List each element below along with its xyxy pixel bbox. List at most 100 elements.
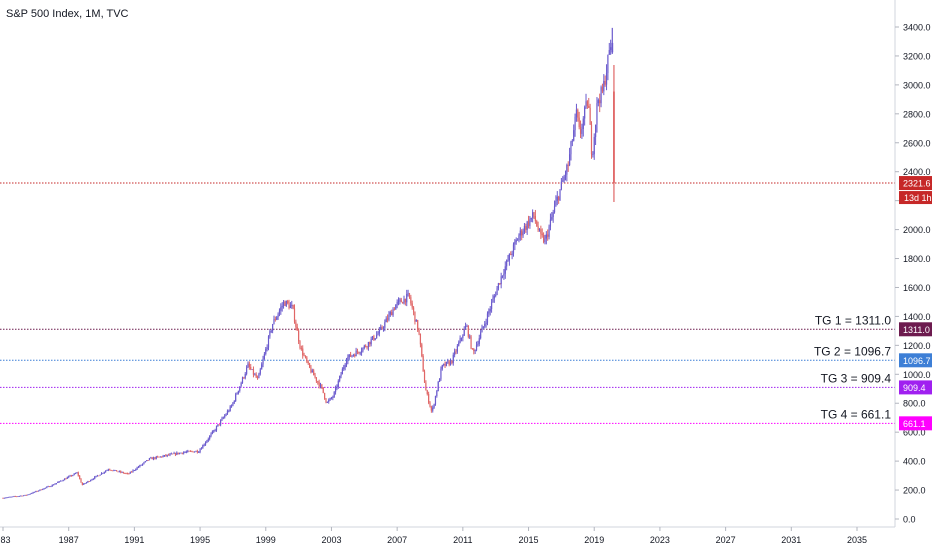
- candle-body: [299, 341, 301, 349]
- candle-body: [564, 174, 567, 177]
- candle-body: [195, 450, 197, 452]
- candle-body: [73, 473, 75, 476]
- countdown-tag-label: 13d 1h: [904, 193, 932, 203]
- y-tick-label: 3200.0: [903, 51, 931, 61]
- candle-body: [573, 130, 575, 141]
- candle-body: [158, 456, 160, 458]
- candle-body: [537, 226, 539, 231]
- candle-body: [351, 355, 353, 357]
- current-price-tag: [899, 176, 932, 191]
- level-price-tag-label: 1311.0: [903, 325, 930, 335]
- candle-body: [184, 452, 186, 453]
- candle-body: [332, 397, 334, 398]
- candle-body: [566, 164, 568, 175]
- candle-body: [183, 452, 185, 454]
- candle-body: [600, 87, 602, 104]
- y-tick-label: 0.0: [903, 515, 916, 525]
- candle-body: [608, 50, 610, 55]
- candle-body: [334, 387, 337, 393]
- candle-body: [96, 475, 99, 477]
- candle-body: [282, 301, 285, 306]
- candle-body: [362, 347, 364, 351]
- candle-body: [280, 307, 282, 311]
- candle-body: [237, 390, 239, 394]
- candle-body: [339, 376, 341, 381]
- candle-body: [478, 338, 480, 344]
- candle-body: [466, 325, 468, 327]
- candle-body: [221, 418, 223, 421]
- candle-body: [303, 355, 305, 357]
- candle-body: [95, 475, 97, 477]
- candle-body: [174, 453, 177, 455]
- candle-body: [315, 377, 318, 382]
- y-tick-label: 2400.0: [903, 167, 931, 177]
- candle-body: [590, 124, 593, 155]
- candle-body: [490, 302, 493, 310]
- candle-body: [511, 253, 513, 255]
- x-tick-label: 2035: [847, 535, 867, 545]
- candle-body: [92, 478, 94, 480]
- candle-body: [106, 470, 108, 471]
- candle-body: [319, 384, 322, 387]
- candle-body: [120, 471, 122, 473]
- candle-body: [113, 470, 115, 472]
- candle-body: [555, 200, 557, 207]
- candle-body: [295, 321, 297, 327]
- candle-body: [607, 54, 609, 73]
- price-axis: 0.0 200.0 400.0 600.0 800.0 1000.0 1200.0 1400.…: [894, 0, 931, 527]
- candle-body: [166, 454, 168, 456]
- candle-body: [54, 483, 56, 485]
- candle-body: [206, 440, 208, 443]
- candle-body: [165, 455, 167, 456]
- candle-body: [307, 361, 309, 364]
- candle-body: [417, 319, 419, 331]
- candle-body: [169, 454, 171, 456]
- candle-body: [358, 351, 360, 353]
- candle-body: [172, 453, 174, 455]
- candle-body: [418, 330, 420, 334]
- x-tick-label: 2015: [519, 535, 539, 545]
- candle-body: [250, 366, 252, 370]
- candle-body: [582, 118, 584, 130]
- candle-body: [551, 217, 553, 220]
- candle-body: [107, 469, 109, 471]
- candle-body: [610, 47, 612, 51]
- candle-body: [433, 404, 435, 408]
- candle-body: [247, 363, 249, 368]
- candle-body: [488, 311, 490, 314]
- candle-body: [236, 393, 238, 395]
- candle-body: [492, 298, 494, 303]
- candle-body: [204, 442, 207, 445]
- candle-body: [496, 288, 498, 296]
- level-price-tag: [899, 353, 932, 368]
- candle-body: [16, 496, 18, 498]
- candle-body: [225, 414, 227, 416]
- candle-body: [467, 325, 469, 337]
- candle-body: [17, 496, 19, 498]
- candle-body: [122, 472, 125, 474]
- candle-body: [259, 369, 261, 374]
- level-price-tag-label: 661.1: [903, 419, 926, 429]
- candle-body: [343, 367, 345, 370]
- candle-body: [366, 346, 368, 348]
- candle-body: [562, 180, 564, 182]
- candle-body: [144, 461, 146, 463]
- candle-body: [121, 472, 123, 473]
- candle-body: [365, 345, 367, 347]
- candle-body: [177, 452, 179, 454]
- candle-body: [291, 304, 293, 306]
- candle-body: [545, 234, 547, 239]
- candle-body: [117, 471, 119, 473]
- candle-body: [100, 473, 103, 475]
- x-tick-label: 2007: [387, 535, 407, 545]
- candle-body: [437, 381, 439, 392]
- candle-body: [50, 486, 52, 488]
- candle-body: [475, 345, 478, 351]
- candle-body: [469, 336, 471, 338]
- candle-body: [255, 374, 257, 378]
- candle-body: [397, 300, 400, 302]
- candle-body: [404, 298, 406, 303]
- candle-body: [515, 240, 517, 242]
